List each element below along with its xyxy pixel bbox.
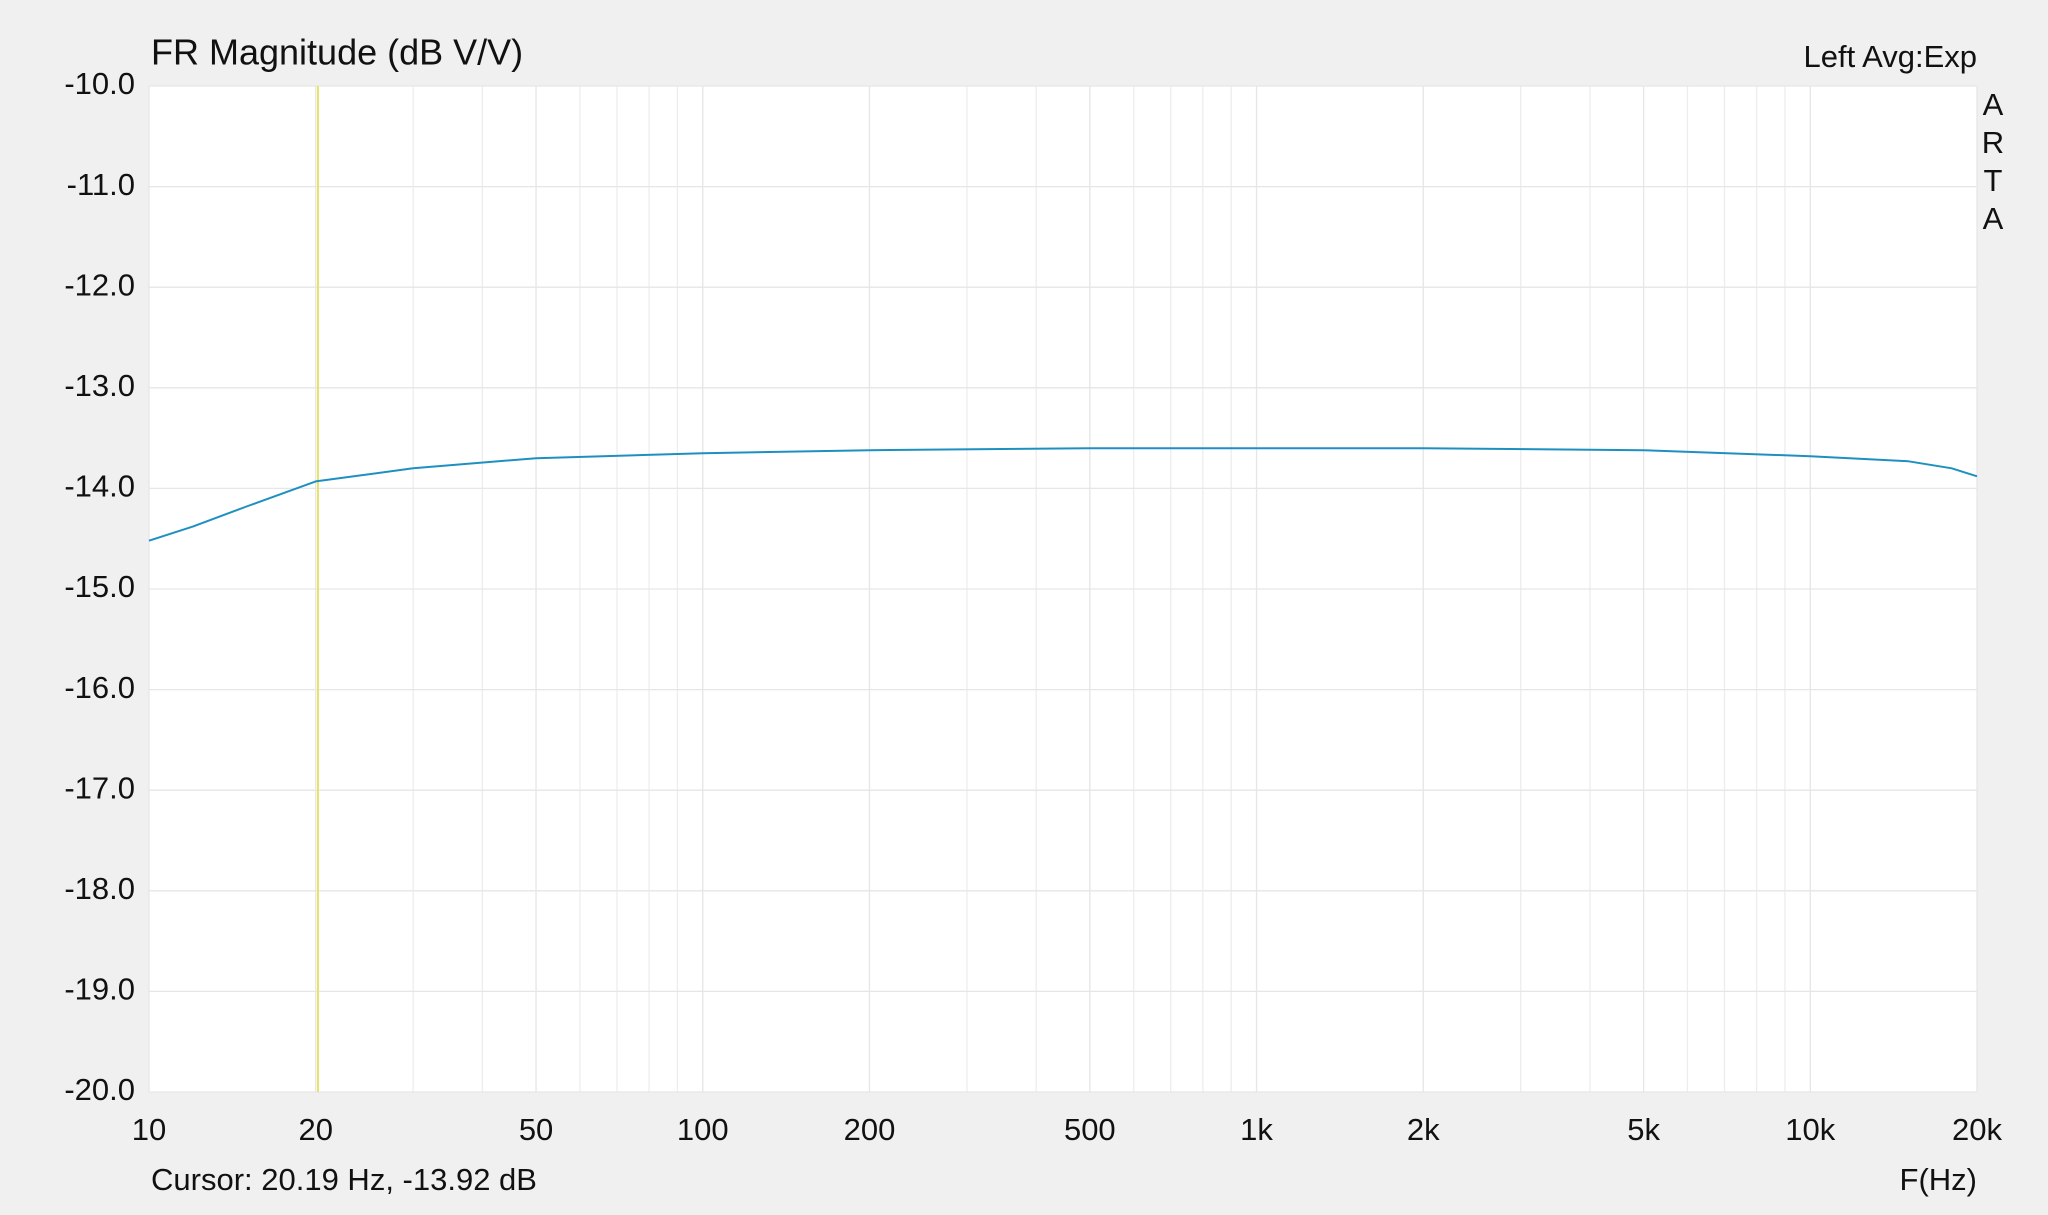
x-tick-label: 20k: [1952, 1112, 2002, 1147]
y-tick-label: -11.0: [67, 167, 135, 202]
y-tick-label: -14.0: [64, 469, 135, 504]
y-tick-label: -20.0: [64, 1072, 135, 1107]
x-tick-label: 10: [132, 1112, 166, 1147]
y-tick-label: -10.0: [64, 66, 135, 101]
x-axis-label: F(Hz): [1900, 1162, 1977, 1197]
x-tick-label: 50: [519, 1112, 553, 1147]
x-tick-label: 2k: [1407, 1112, 1440, 1147]
cursor-readout: Cursor: 20.19 Hz, -13.92 dB: [151, 1162, 537, 1197]
channel-label: Left Avg:Exp: [1804, 39, 1978, 74]
x-tick-label: 100: [677, 1112, 729, 1147]
x-tick-label: 5k: [1627, 1112, 1660, 1147]
y-tick-label: -19.0: [64, 972, 135, 1007]
y-tick-label: -13.0: [64, 368, 135, 403]
series-line: [148, 447, 1978, 542]
y-tick-label: -18.0: [64, 871, 135, 906]
y-tick-label: -12.0: [64, 267, 135, 302]
brand: ARTA: [1981, 87, 2005, 236]
x-tick-label: 10k: [1785, 1112, 1835, 1147]
x-tick-label: 1k: [1240, 1112, 1273, 1147]
y-tick-label: -15.0: [64, 569, 135, 604]
y-tick-label: -16.0: [64, 670, 135, 705]
x-tick-label: 500: [1064, 1112, 1116, 1147]
x-tick-label: 200: [844, 1112, 896, 1147]
x-tick-label: 20: [298, 1112, 332, 1147]
y-tick-label: -17.0: [64, 770, 135, 805]
chart-title: FR Magnitude (dB V/V): [151, 32, 523, 73]
